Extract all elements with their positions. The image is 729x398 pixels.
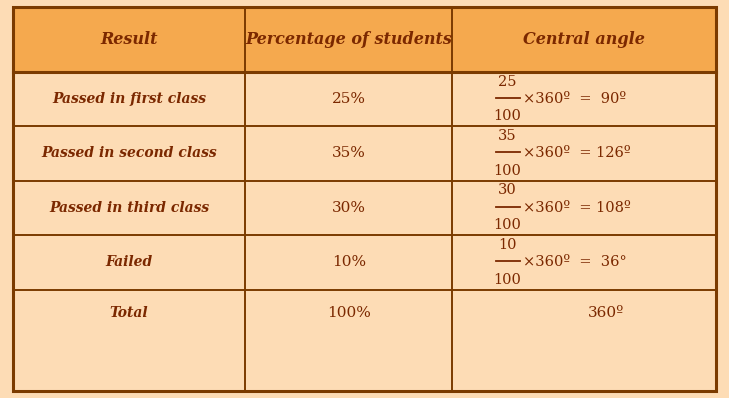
Text: Failed: Failed: [106, 255, 152, 269]
Text: ×360º  = 126º: ×360º = 126º: [523, 146, 631, 160]
Text: 35%: 35%: [332, 146, 366, 160]
Text: 100: 100: [494, 109, 522, 123]
Text: Result: Result: [101, 31, 157, 48]
Text: ×360º  =  36°: ×360º = 36°: [523, 255, 627, 269]
Text: 100: 100: [494, 273, 522, 287]
Text: 25%: 25%: [332, 92, 366, 106]
Text: ×360º  = 108º: ×360º = 108º: [523, 201, 631, 215]
Text: 10: 10: [499, 238, 517, 252]
Text: Passed in second class: Passed in second class: [42, 146, 217, 160]
Text: 100%: 100%: [327, 306, 370, 320]
Bar: [13, 7, 716, 72]
Text: 10%: 10%: [332, 255, 366, 269]
Text: Central angle: Central angle: [523, 31, 645, 48]
Text: ×360º  =  90º: ×360º = 90º: [523, 92, 626, 106]
Text: Total: Total: [110, 306, 149, 320]
Text: 25: 25: [499, 74, 517, 88]
Text: 360º: 360º: [588, 306, 624, 320]
Text: 100: 100: [494, 164, 522, 178]
Text: Percentage of students: Percentage of students: [245, 31, 452, 48]
Text: 35: 35: [499, 129, 517, 143]
Text: 30: 30: [499, 183, 517, 197]
Text: 100: 100: [494, 218, 522, 232]
Text: Passed in third class: Passed in third class: [49, 201, 209, 215]
Text: Passed in first class: Passed in first class: [52, 92, 206, 106]
Text: 30%: 30%: [332, 201, 366, 215]
